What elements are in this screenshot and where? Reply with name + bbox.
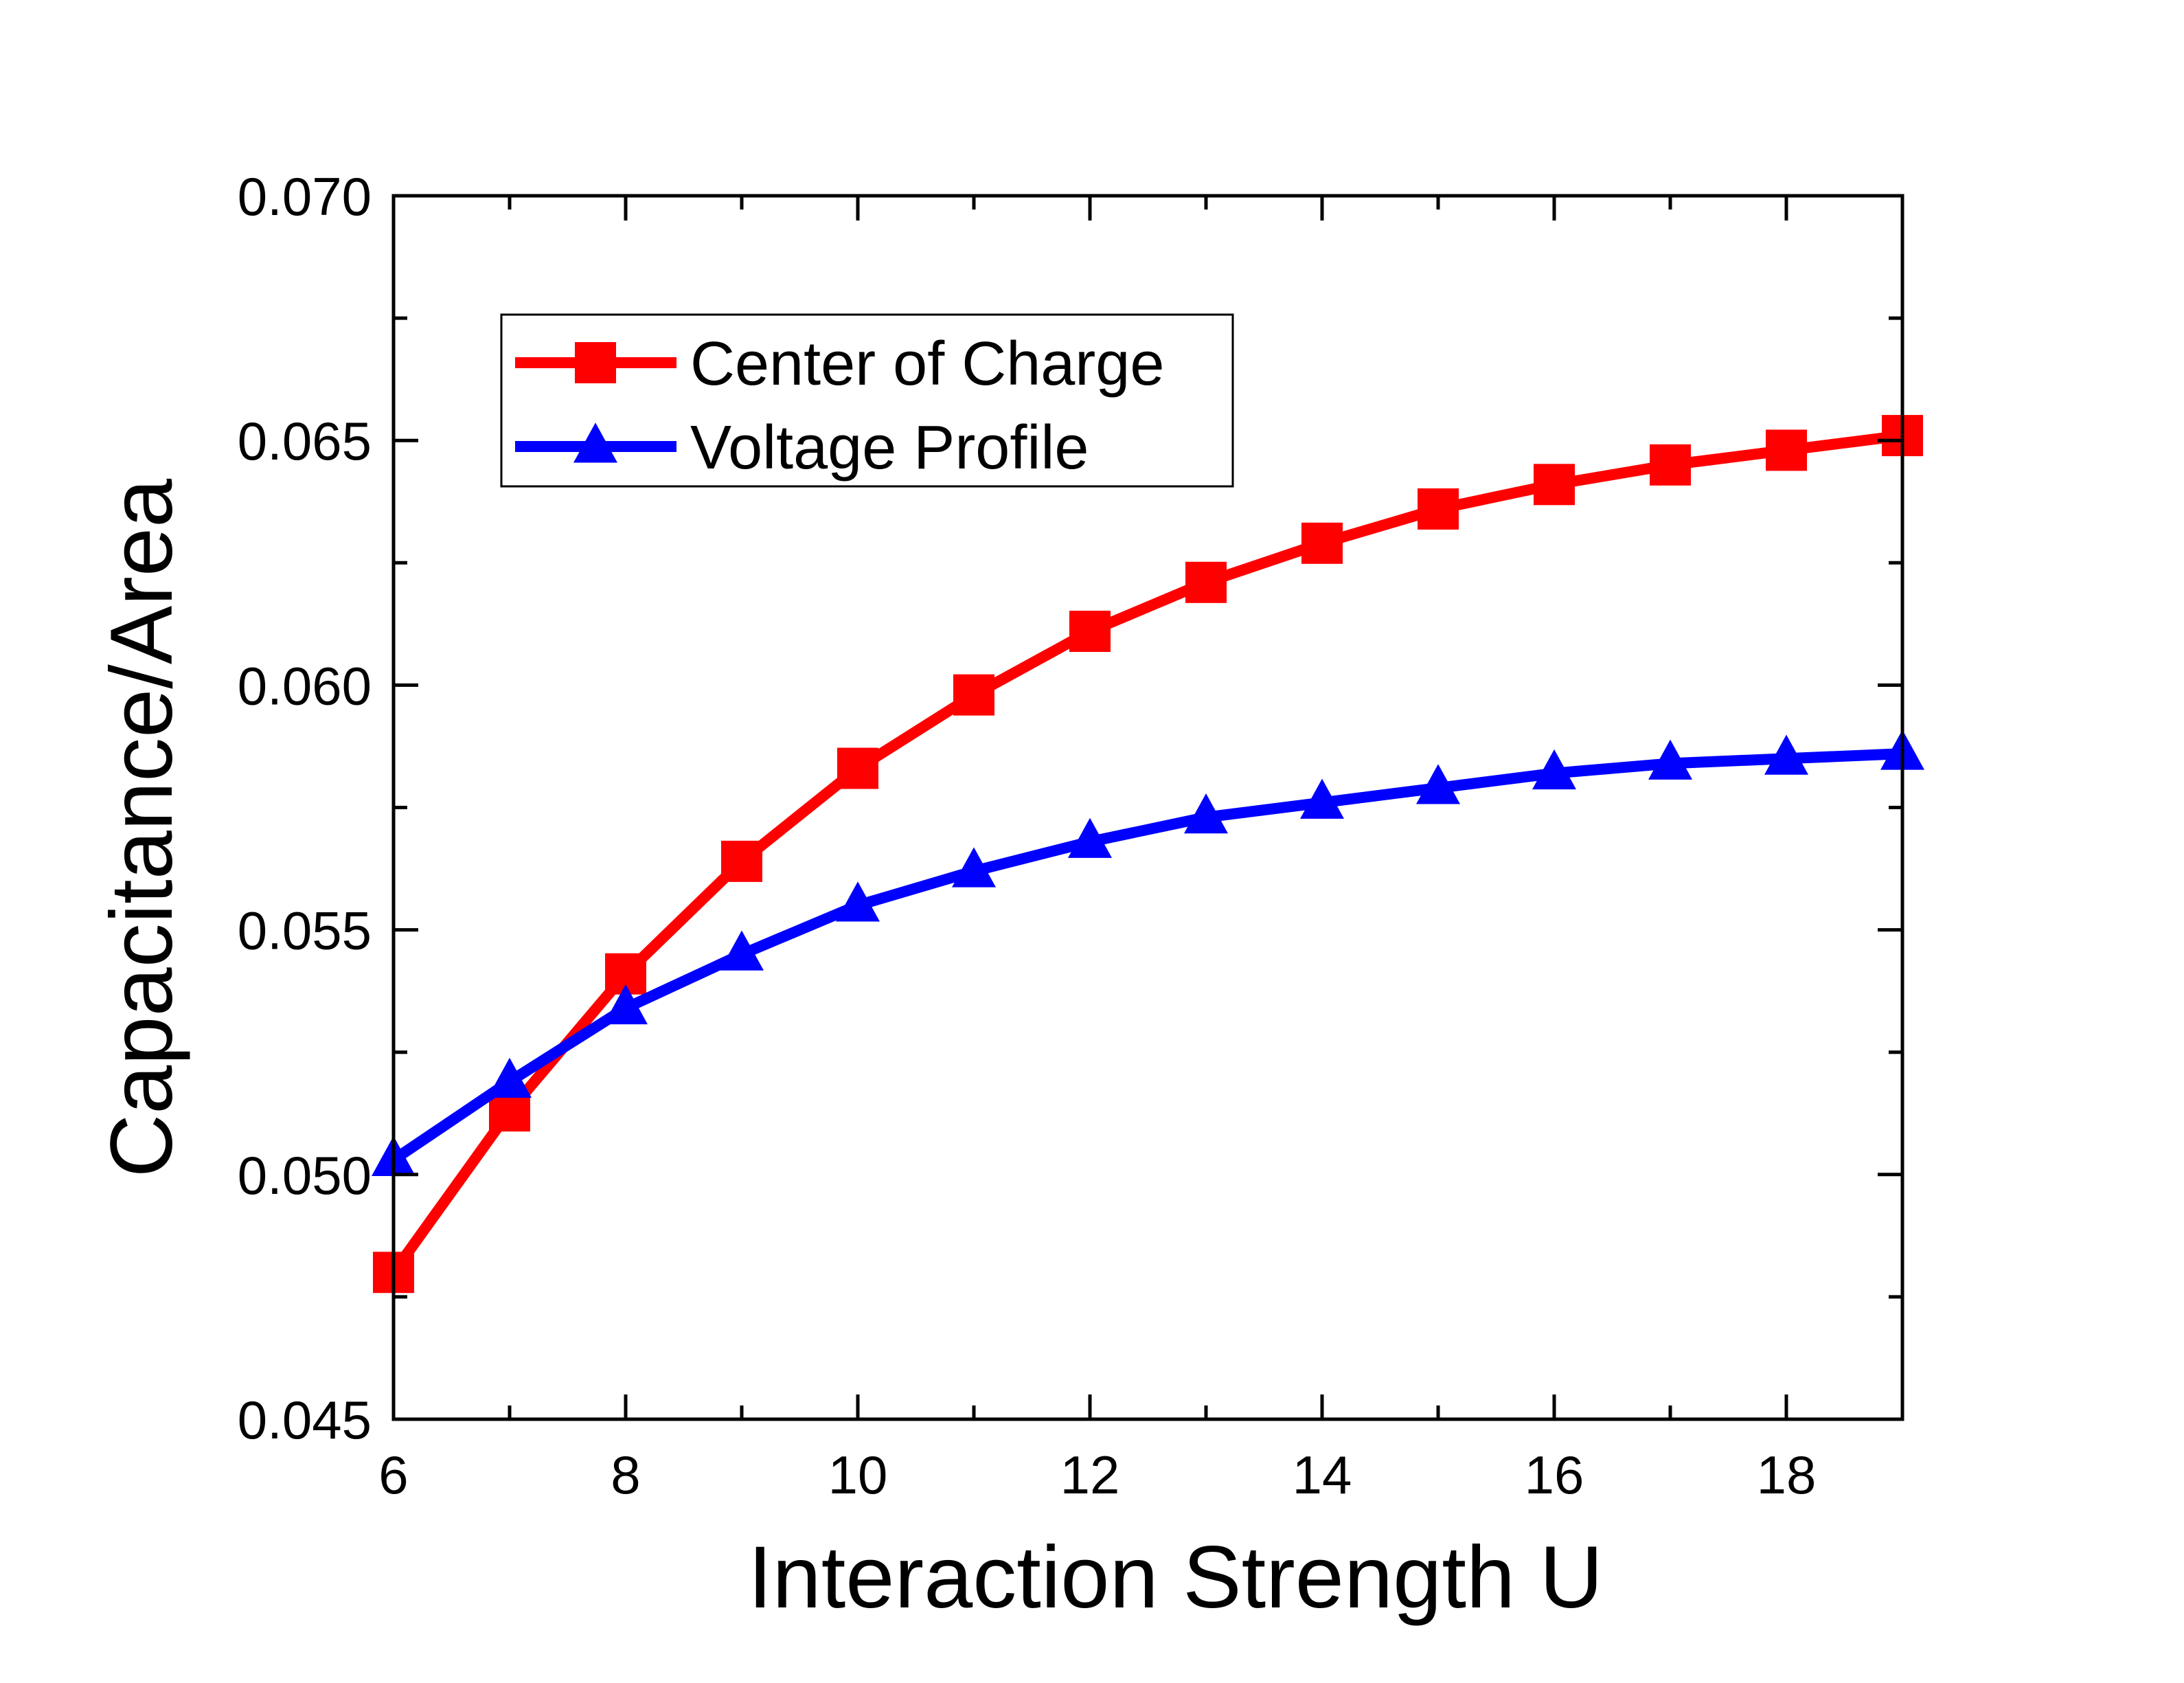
x-tick-label: 12 <box>1060 1445 1120 1505</box>
data-point <box>1068 817 1112 858</box>
data-point <box>1416 764 1460 804</box>
data-point <box>952 847 996 888</box>
data-point <box>1069 611 1111 653</box>
data-point <box>1766 429 1807 471</box>
legend-label: Voltage Profile <box>690 414 1089 482</box>
data-point <box>720 930 764 971</box>
data-point <box>836 881 880 922</box>
data-point <box>1418 488 1459 530</box>
x-tick-label: 8 <box>611 1445 640 1505</box>
data-point <box>837 747 878 789</box>
legend: Center of Charge Voltage Profile <box>500 313 1234 488</box>
legend-marker <box>573 422 617 463</box>
data-point <box>1532 749 1576 790</box>
data-point <box>1300 778 1344 819</box>
x-tick-label: 16 <box>1525 1445 1584 1505</box>
data-point <box>1648 739 1692 780</box>
data-point <box>1185 561 1227 603</box>
legend-label: Center of Charge <box>690 330 1164 398</box>
y-tick-label: 0.065 <box>238 411 372 471</box>
x-axis-title: Interaction Strength U <box>748 1528 1603 1627</box>
series-center-of-charge <box>373 415 1923 1294</box>
series-line <box>390 748 1903 1165</box>
y-tick-label: 0.070 <box>238 166 372 227</box>
legend-marker <box>575 342 616 383</box>
x-tick-label: 6 <box>378 1445 408 1505</box>
data-point <box>1184 793 1228 834</box>
data-point <box>1764 734 1808 775</box>
data-point <box>1534 464 1575 506</box>
data-point <box>488 1057 532 1098</box>
data-point <box>721 840 762 882</box>
y-axis-title: Capacitance/Area <box>93 478 191 1177</box>
legend-box <box>500 313 1234 488</box>
series-voltage-profile <box>372 730 1924 1176</box>
y-tick-label: 0.045 <box>238 1390 372 1450</box>
y-tick-label: 0.050 <box>238 1145 372 1206</box>
legend-item: Center of Charge <box>515 330 1164 398</box>
legend-item: Voltage Profile <box>515 414 1089 482</box>
x-tick-label: 10 <box>828 1445 888 1505</box>
y-tick-label: 0.060 <box>238 655 372 716</box>
data-point <box>604 984 648 1025</box>
data-point <box>953 674 994 716</box>
series-line <box>389 430 1904 1276</box>
data-point <box>1301 522 1343 564</box>
plot-area <box>372 415 1924 1294</box>
data-point <box>1650 444 1691 486</box>
x-tick-label: 14 <box>1293 1445 1352 1505</box>
axes: 6 8 10 12 14 16 18 0.045 0.050 0.055 0.060 0.065 0.0… <box>238 166 1904 1505</box>
x-tick-label: 18 <box>1757 1445 1817 1505</box>
y-tick-label: 0.055 <box>238 901 372 961</box>
